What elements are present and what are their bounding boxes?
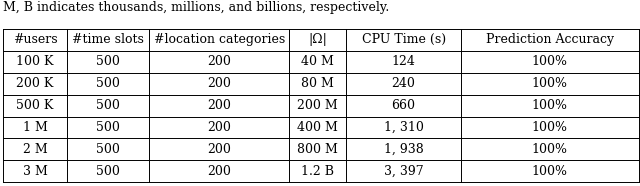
Text: 1, 310: 1, 310 — [383, 121, 424, 134]
Text: 200: 200 — [207, 165, 231, 178]
Text: |Ω|: |Ω| — [308, 33, 327, 46]
Text: 100%: 100% — [532, 143, 568, 156]
Text: 200: 200 — [207, 99, 231, 112]
Text: 100%: 100% — [532, 99, 568, 112]
Text: CPU Time (s): CPU Time (s) — [362, 33, 445, 46]
Text: 200: 200 — [207, 55, 231, 68]
Text: 500: 500 — [96, 77, 120, 90]
Text: #users: #users — [13, 33, 58, 46]
Text: 1 M: 1 M — [22, 121, 47, 134]
Text: 200 M: 200 M — [298, 99, 338, 112]
Text: #time slots: #time slots — [72, 33, 144, 46]
Text: 500: 500 — [96, 121, 120, 134]
Text: 500 K: 500 K — [16, 99, 54, 112]
Text: 124: 124 — [392, 55, 415, 68]
Text: 200 K: 200 K — [16, 77, 54, 90]
Text: 2 M: 2 M — [22, 143, 47, 156]
Text: 100 K: 100 K — [16, 55, 54, 68]
Text: 100%: 100% — [532, 165, 568, 178]
Text: 660: 660 — [392, 99, 415, 112]
Text: 500: 500 — [96, 165, 120, 178]
Text: 100%: 100% — [532, 55, 568, 68]
Text: 100%: 100% — [532, 121, 568, 134]
Text: 500: 500 — [96, 55, 120, 68]
Text: 3 M: 3 M — [22, 165, 47, 178]
Text: #location categories: #location categories — [154, 33, 285, 46]
Text: Prediction Accuracy: Prediction Accuracy — [486, 33, 614, 46]
Text: M, B indicates thousands, millions, and billions, respectively.: M, B indicates thousands, millions, and … — [3, 1, 390, 14]
Text: 80 M: 80 M — [301, 77, 334, 90]
Text: 200: 200 — [207, 143, 231, 156]
Text: 500: 500 — [96, 99, 120, 112]
Text: 1, 938: 1, 938 — [384, 143, 424, 156]
Text: 100%: 100% — [532, 77, 568, 90]
Text: 200: 200 — [207, 121, 231, 134]
Text: 200: 200 — [207, 77, 231, 90]
Text: 3, 397: 3, 397 — [384, 165, 424, 178]
Text: 800 M: 800 M — [298, 143, 338, 156]
Text: 400 M: 400 M — [298, 121, 338, 134]
Text: 40 M: 40 M — [301, 55, 334, 68]
Text: 240: 240 — [392, 77, 415, 90]
Text: 1.2 B: 1.2 B — [301, 165, 334, 178]
Text: 500: 500 — [96, 143, 120, 156]
